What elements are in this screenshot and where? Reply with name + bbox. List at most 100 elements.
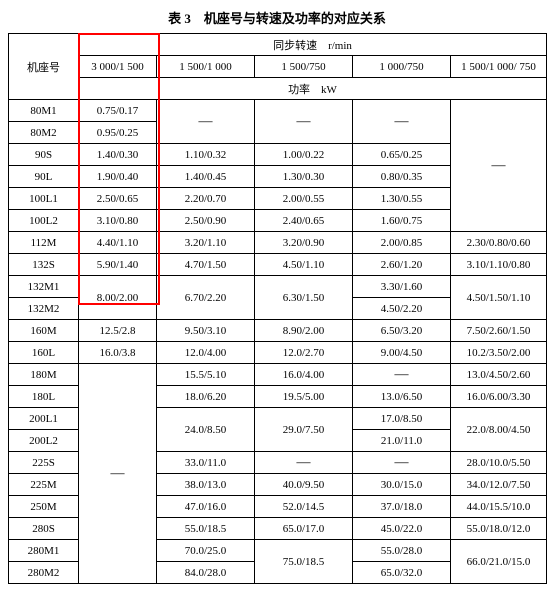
cell: 1.00/0.22 (255, 144, 353, 166)
cell-frame: 100L2 (9, 210, 79, 232)
cell-frame: 132S (9, 254, 79, 276)
header-speed-2: 1 500/750 (255, 56, 353, 78)
cell: 9.50/3.10 (157, 320, 255, 342)
cell: 13.0/4.50/2.60 (451, 364, 547, 386)
cell-frame: 160M (9, 320, 79, 342)
cell: 17.0/8.50 (353, 408, 451, 430)
header-speed-4: 1 500/1 000/ 750 (451, 56, 547, 78)
cell-frame: 280S (9, 518, 79, 540)
cell: 2.60/1.20 (353, 254, 451, 276)
cell: 4.70/1.50 (157, 254, 255, 276)
cell: 4.50/2.20 (353, 298, 451, 320)
cell: 3.20/0.90 (255, 232, 353, 254)
cell: 12.0/2.70 (255, 342, 353, 364)
cell: 6.50/3.20 (353, 320, 451, 342)
cell: 18.0/6.20 (157, 386, 255, 408)
header-sync-speed: 同步转速 r/min (79, 34, 547, 56)
cell: 75.0/18.5 (255, 540, 353, 584)
cell-dash: — (353, 100, 451, 144)
cell: 10.2/3.50/2.00 (451, 342, 547, 364)
cell-frame: 90L (9, 166, 79, 188)
cell: 12.0/4.00 (157, 342, 255, 364)
data-table: 机座号 同步转速 r/min 3 000/1 500 1 500/1 000 1… (8, 33, 547, 584)
cell: 16.0/3.8 (79, 342, 157, 364)
cell-frame: 160L (9, 342, 79, 364)
table-title: 表 3 机座号与转速及功率的对应关系 (8, 8, 546, 27)
cell: 44.0/15.5/10.0 (451, 496, 547, 518)
cell: 16.0/4.00 (255, 364, 353, 386)
cell-frame: 200L1 (9, 408, 79, 430)
cell: 21.0/11.0 (353, 430, 451, 452)
cell: 1.90/0.40 (79, 166, 157, 188)
cell: 37.0/18.0 (353, 496, 451, 518)
cell: 84.0/28.0 (157, 562, 255, 584)
cell: 2.50/0.65 (79, 188, 157, 210)
cell: 4.40/1.10 (79, 232, 157, 254)
cell: 52.0/14.5 (255, 496, 353, 518)
cell-frame: 225M (9, 474, 79, 496)
cell: 0.80/0.35 (353, 166, 451, 188)
cell-frame: 225S (9, 452, 79, 474)
cell-frame: 100L1 (9, 188, 79, 210)
cell: 65.0/17.0 (255, 518, 353, 540)
cell: 28.0/10.0/5.50 (451, 452, 547, 474)
cell: 1.30/0.30 (255, 166, 353, 188)
cell-frame: 80M2 (9, 122, 79, 144)
cell: 2.20/0.70 (157, 188, 255, 210)
cell: 1.30/0.55 (353, 188, 451, 210)
cell: 2.40/0.65 (255, 210, 353, 232)
header-speed-1: 1 500/1 000 (157, 56, 255, 78)
cell: 47.0/16.0 (157, 496, 255, 518)
cell: 0.75/0.17 (79, 100, 157, 122)
cell: 15.5/5.10 (157, 364, 255, 386)
cell: 70.0/25.0 (157, 540, 255, 562)
cell: 6.30/1.50 (255, 276, 353, 320)
cell-dash: — (255, 100, 353, 144)
cell: 33.0/11.0 (157, 452, 255, 474)
cell: 2.50/0.90 (157, 210, 255, 232)
cell: 1.10/0.32 (157, 144, 255, 166)
cell: 8.90/2.00 (255, 320, 353, 342)
cell: 4.50/1.10 (255, 254, 353, 276)
cell: 2.00/0.85 (353, 232, 451, 254)
cell-frame: 132M1 (9, 276, 79, 298)
cell: 1.60/0.75 (353, 210, 451, 232)
cell-dash: — (353, 452, 451, 474)
cell-frame: 280M2 (9, 562, 79, 584)
cell: 38.0/13.0 (157, 474, 255, 496)
cell-frame: 280M1 (9, 540, 79, 562)
cell: 24.0/8.50 (157, 408, 255, 452)
header-power: 功率 kW (79, 78, 547, 100)
cell: 22.0/8.00/4.50 (451, 408, 547, 452)
cell-frame: 132M2 (9, 298, 79, 320)
cell: 9.00/4.50 (353, 342, 451, 364)
cell: 2.00/0.55 (255, 188, 353, 210)
cell: 3.30/1.60 (353, 276, 451, 298)
cell: 34.0/12.0/7.50 (451, 474, 547, 496)
cell-dash: — (451, 100, 547, 232)
cell: 55.0/18.0/12.0 (451, 518, 547, 540)
cell: 40.0/9.50 (255, 474, 353, 496)
cell-frame: 180L (9, 386, 79, 408)
cell-dash: — (353, 364, 451, 386)
cell-dash: — (79, 364, 157, 584)
cell: 8.00/2.00 (79, 276, 157, 320)
cell: 29.0/7.50 (255, 408, 353, 452)
cell-frame: 250M (9, 496, 79, 518)
cell: 0.95/0.25 (79, 122, 157, 144)
header-speed-3: 1 000/750 (353, 56, 451, 78)
cell-frame: 180M (9, 364, 79, 386)
cell: 19.5/5.00 (255, 386, 353, 408)
cell: 30.0/15.0 (353, 474, 451, 496)
cell: 65.0/32.0 (353, 562, 451, 584)
cell: 2.30/0.80/0.60 (451, 232, 547, 254)
cell: 3.10/1.10/0.80 (451, 254, 547, 276)
cell-frame: 112M (9, 232, 79, 254)
cell: 6.70/2.20 (157, 276, 255, 320)
table-wrapper: 机座号 同步转速 r/min 3 000/1 500 1 500/1 000 1… (8, 33, 546, 584)
cell: 3.10/0.80 (79, 210, 157, 232)
cell-frame: 90S (9, 144, 79, 166)
cell: 13.0/6.50 (353, 386, 451, 408)
cell-dash: — (157, 100, 255, 144)
header-speed-0: 3 000/1 500 (79, 56, 157, 78)
